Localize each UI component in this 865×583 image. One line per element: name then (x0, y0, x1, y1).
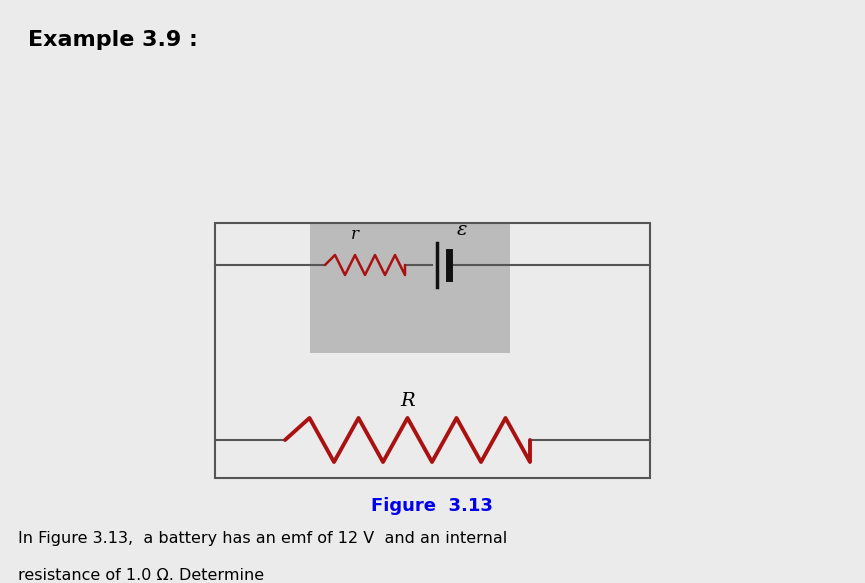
Text: resistance of 1.0 Ω. Determine: resistance of 1.0 Ω. Determine (18, 568, 264, 583)
Bar (215, 223, 650, 478)
Text: r: r (351, 226, 359, 243)
Text: In Figure 3.13,  a battery has an emf of 12 V  and an internal: In Figure 3.13, a battery has an emf of … (18, 531, 507, 546)
Text: R: R (400, 392, 415, 410)
Bar (310, 223, 510, 353)
Text: Figure  3.13: Figure 3.13 (371, 497, 493, 515)
Text: ε: ε (457, 221, 467, 239)
Text: Example 3.9 :: Example 3.9 : (28, 30, 198, 50)
